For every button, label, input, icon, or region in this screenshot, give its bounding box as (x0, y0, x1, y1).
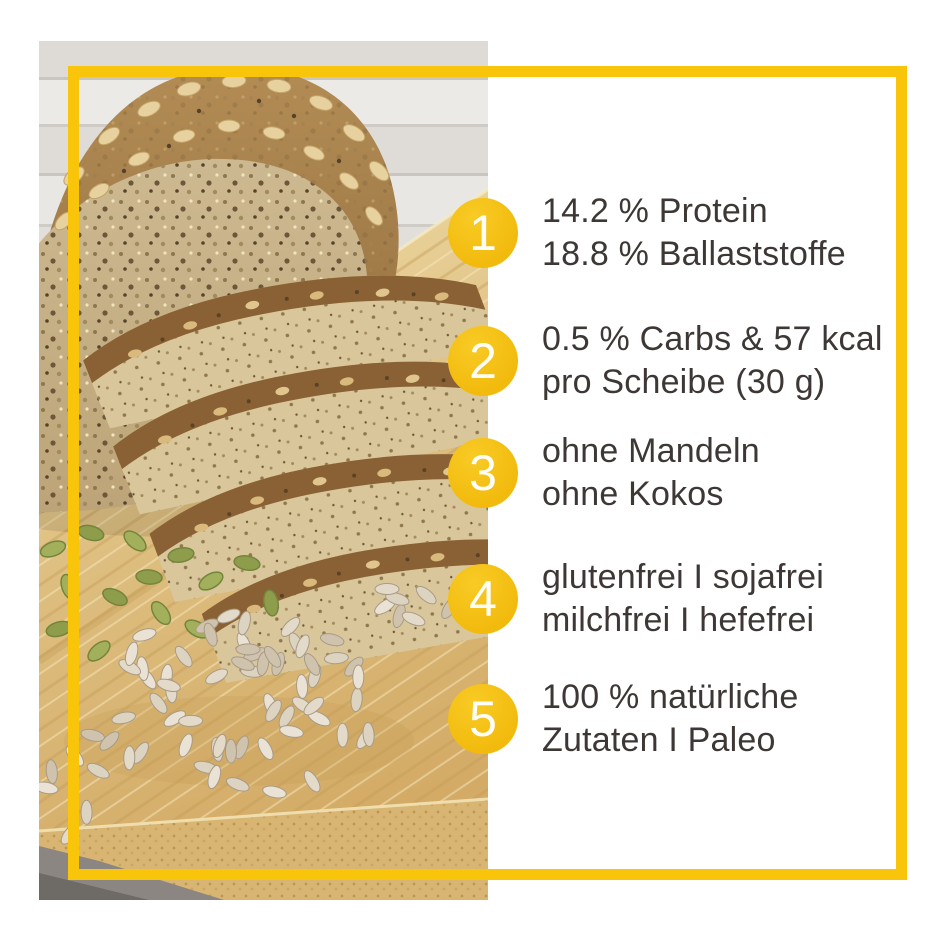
feature-number-badge: 2 (448, 326, 518, 396)
feature-number-badge: 5 (448, 684, 518, 754)
flax-specks (121, 98, 342, 174)
feature-number-badge: 4 (448, 564, 518, 634)
bread-photo-art (39, 41, 488, 900)
feature-number: 5 (469, 691, 497, 747)
feature-item-5: 5 100 % natürliche Zutaten I Paleo (448, 676, 798, 762)
sunflower-seeds (39, 583, 478, 845)
feature-text-line: glutenfrei I sojafrei (542, 558, 825, 596)
feature-number-badge: 1 (448, 198, 518, 268)
feature-item-2: 2 0.5 % Carbs & 57 kcal pro Scheibe (30 g… (448, 318, 883, 404)
feature-text-line: 0.5 % Carbs & 57 kcal (542, 320, 883, 358)
feature-text-line: ohne Mandeln (542, 432, 760, 470)
bread-photo (39, 41, 488, 900)
feature-text-line: milchfrei I hefefrei (542, 601, 815, 639)
pumpkin-seeds (39, 524, 280, 662)
crust-seeds (54, 73, 390, 231)
feature-item-1: 1 14.2 % Protein 18.8 % Ballaststoffe (448, 190, 846, 276)
feature-text-line: ohne Kokos (542, 475, 724, 513)
feature-item-3: 3 ohne Mandeln ohne Kokos (448, 430, 760, 516)
feature-text-line: Zutaten I Paleo (542, 721, 776, 759)
feature-number: 2 (469, 333, 497, 389)
feature-number: 4 (469, 571, 497, 627)
feature-text-line: 14.2 % Protein (542, 192, 768, 230)
feature-text-line: pro Scheibe (30 g) (542, 363, 826, 401)
feature-number: 1 (469, 205, 497, 261)
feature-item-4: 4 glutenfrei I sojafrei milchfrei I hefef… (448, 556, 824, 642)
feature-text-line: 100 % natürliche (542, 678, 799, 716)
feature-text-line: 18.8 % Ballaststoffe (542, 235, 846, 273)
feature-number-badge: 3 (448, 438, 518, 508)
feature-number: 3 (469, 445, 497, 501)
